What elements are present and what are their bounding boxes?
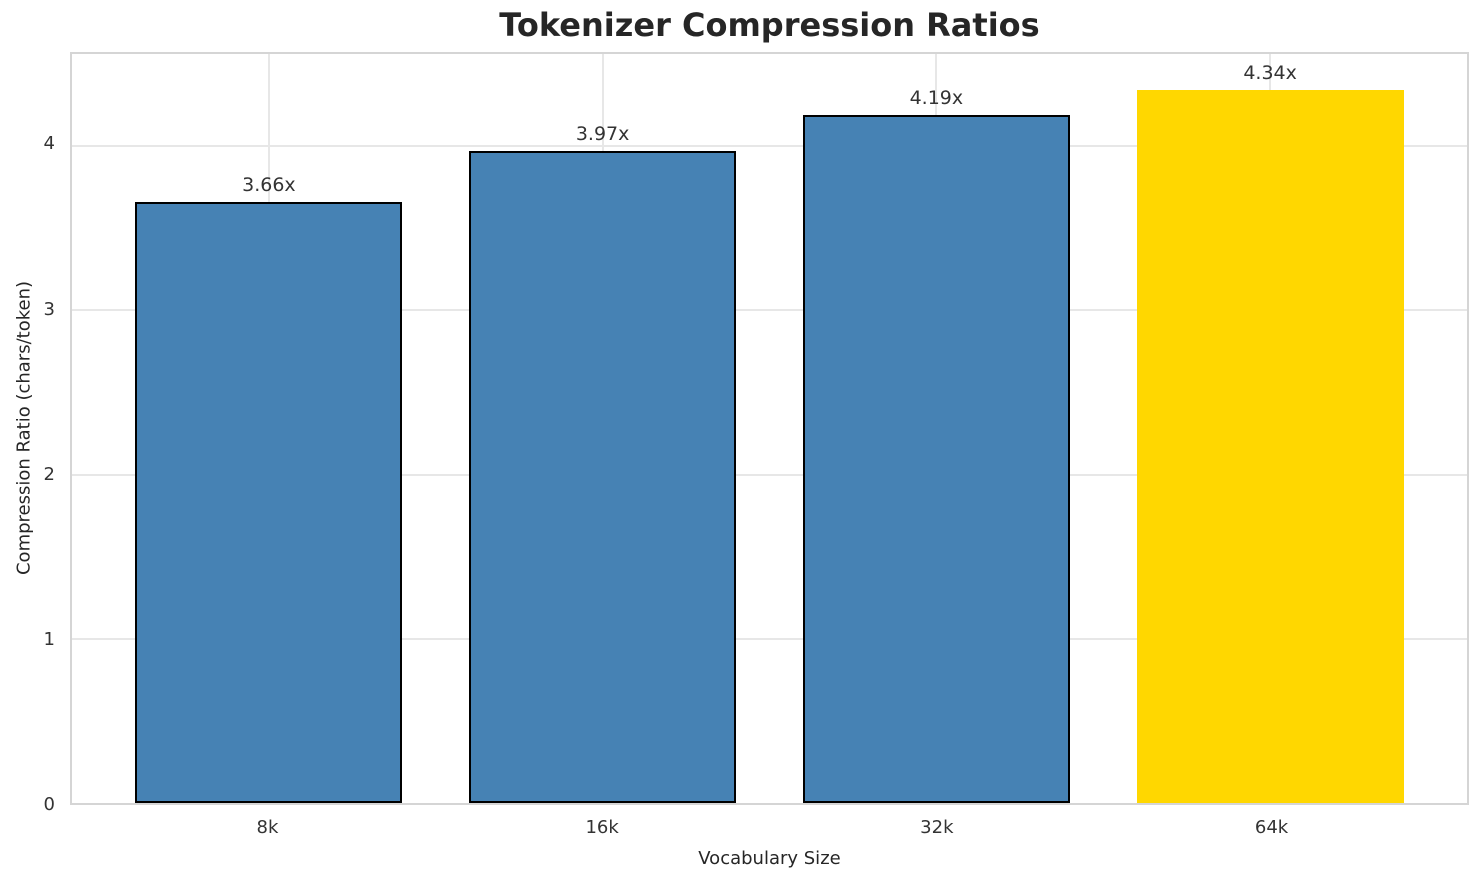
bar-value-label: 3.66x [242, 173, 296, 196]
plot-area: 3.66x 3.97x 4.19x 4.34x [70, 52, 1469, 805]
y-tick-label: 0 [43, 794, 55, 815]
y-axis-ticks: 0 1 2 3 4 [0, 52, 70, 814]
horizontal-gridline [72, 637, 1467, 640]
chart-title: Tokenizer Compression Ratios [499, 6, 1040, 44]
x-tick-label: 8k [256, 817, 279, 838]
y-tick-label: 4 [43, 133, 55, 155]
x-axis-ticks: 8k 16k 32k 64k [70, 805, 1469, 841]
horizontal-gridline [72, 144, 1467, 147]
bar-value-label: 4.19x [909, 86, 964, 109]
horizontal-gridline [72, 309, 1467, 312]
horizontal-gridline [72, 473, 1467, 476]
bar-32k [802, 114, 1070, 803]
bar-value-label: 3.97x [575, 122, 630, 145]
x-tick-label: 32k [920, 817, 954, 838]
x-tick-label: 64k [1254, 817, 1289, 838]
y-tick-label: 3 [43, 298, 55, 320]
y-tick-label: 2 [43, 463, 55, 485]
y-tick-label: 1 [43, 628, 55, 650]
x-tick-label: 16k [585, 817, 619, 838]
bar-value-label: 4.34x [1243, 62, 1297, 85]
x-axis-title: Vocabulary Size [698, 848, 841, 869]
bar-8k [135, 201, 403, 803]
bar-16k [469, 150, 737, 803]
bar-64k [1136, 90, 1404, 803]
